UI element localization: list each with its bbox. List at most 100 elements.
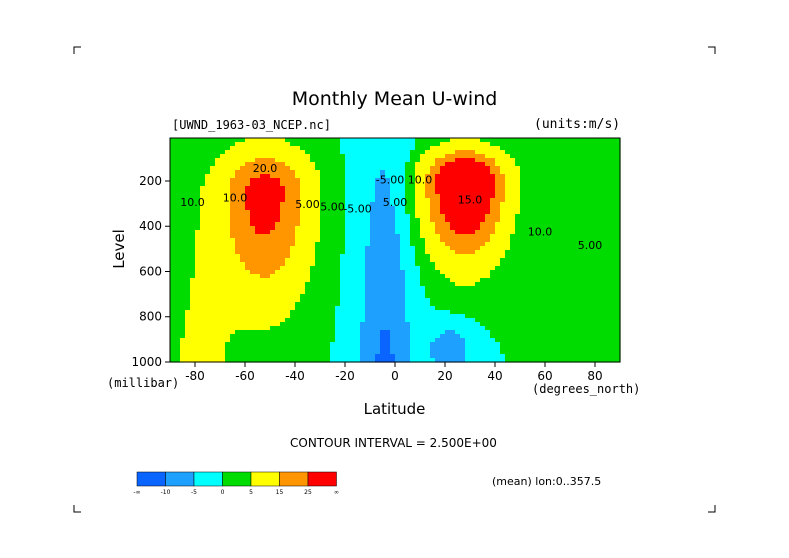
contour-cell (495, 358, 501, 363)
contour-cell (455, 334, 461, 339)
contour-cell (480, 318, 486, 323)
contour-cell (245, 206, 251, 211)
contour-cell (545, 318, 551, 323)
contour-cell (535, 350, 541, 355)
contour-cell (510, 174, 516, 179)
contour-cell (330, 246, 336, 251)
contour-cell (435, 238, 441, 243)
contour-cell (450, 146, 456, 151)
contour-cell (495, 178, 501, 183)
contour-cell (330, 170, 336, 175)
contour-cell (590, 238, 596, 243)
contour-cell (585, 230, 591, 235)
contour-cell (210, 254, 216, 259)
contour-cell (520, 342, 526, 347)
contour-cell (420, 258, 426, 263)
contour-cell (480, 178, 486, 183)
contour-cell (535, 346, 541, 351)
contour-cell (415, 198, 421, 203)
contour-cell (235, 282, 241, 287)
contour-cell (420, 142, 426, 147)
contour-cell (320, 186, 326, 191)
contour-cell (355, 218, 361, 223)
contour-cell (595, 242, 601, 247)
contour-cell (335, 294, 341, 299)
contour-cell (510, 182, 516, 187)
contour-cell (465, 298, 471, 303)
contour-cell (450, 210, 456, 215)
contour-cell (595, 258, 601, 263)
contour-cell (420, 326, 426, 331)
contour-cell (270, 338, 276, 343)
contour-cell (365, 246, 371, 251)
contour-cell (255, 270, 261, 275)
contour-cell (380, 146, 386, 151)
contour-cell (285, 218, 291, 223)
contour-cell (170, 190, 176, 195)
contour-cell (205, 170, 211, 175)
contour-cell (370, 294, 376, 299)
contour-cell (215, 246, 221, 251)
contour-cell (275, 178, 281, 183)
contour-cell (190, 154, 196, 159)
contour-cell (325, 226, 331, 231)
contour-cell (500, 226, 506, 231)
contour-cell (405, 186, 411, 191)
contour-cell (600, 158, 606, 163)
contour-cell (345, 306, 351, 311)
contour-cell (270, 206, 276, 211)
contour-cell (245, 250, 251, 255)
contour-cell (540, 286, 546, 291)
contour-cell (255, 166, 261, 171)
contour-cell (605, 262, 611, 267)
contour-cell (415, 146, 421, 151)
contour-cell (270, 190, 276, 195)
contour-cell (480, 322, 486, 327)
contour-cell (520, 198, 526, 203)
contour-cell (240, 222, 246, 227)
contour-cell (465, 302, 471, 307)
contour-cell (395, 206, 401, 211)
contour-cell (240, 334, 246, 339)
contour-cell (520, 262, 526, 267)
contour-cell (475, 242, 481, 247)
contour-cell (515, 302, 521, 307)
contour-cell (235, 266, 241, 271)
contour-cell (580, 234, 586, 239)
contour-cell (480, 346, 486, 351)
contour-cell (415, 234, 421, 239)
contour-cell (420, 170, 426, 175)
contour-cell (310, 230, 316, 235)
contour-cell (555, 318, 561, 323)
contour-cell (230, 238, 236, 243)
contour-cell (305, 142, 311, 147)
contour-cell (340, 334, 346, 339)
contour-cell (170, 346, 176, 351)
contour-cell (435, 278, 441, 283)
contour-cell (555, 306, 561, 311)
contour-field (170, 138, 621, 363)
contour-cell (375, 186, 381, 191)
contour-cell (575, 206, 581, 211)
contour-cell (540, 350, 546, 355)
contour-cell (280, 210, 286, 215)
contour-cell (525, 242, 531, 247)
contour-cell (350, 234, 356, 239)
contour-cell (255, 306, 261, 311)
contour-cell (255, 334, 261, 339)
contour-cell (405, 282, 411, 287)
contour-cell (305, 246, 311, 251)
contour-cell (610, 218, 616, 223)
contour-cell (275, 190, 281, 195)
contour-cell (445, 354, 451, 359)
contour-cell (375, 270, 381, 275)
contour-cell (550, 182, 556, 187)
contour-cell (290, 230, 296, 235)
contour-cell (595, 346, 601, 351)
contour-cell (575, 262, 581, 267)
contour-cell (245, 214, 251, 219)
contour-cell (385, 350, 391, 355)
contour-cell (275, 166, 281, 171)
contour-cell (585, 154, 591, 159)
contour-cell (590, 334, 596, 339)
